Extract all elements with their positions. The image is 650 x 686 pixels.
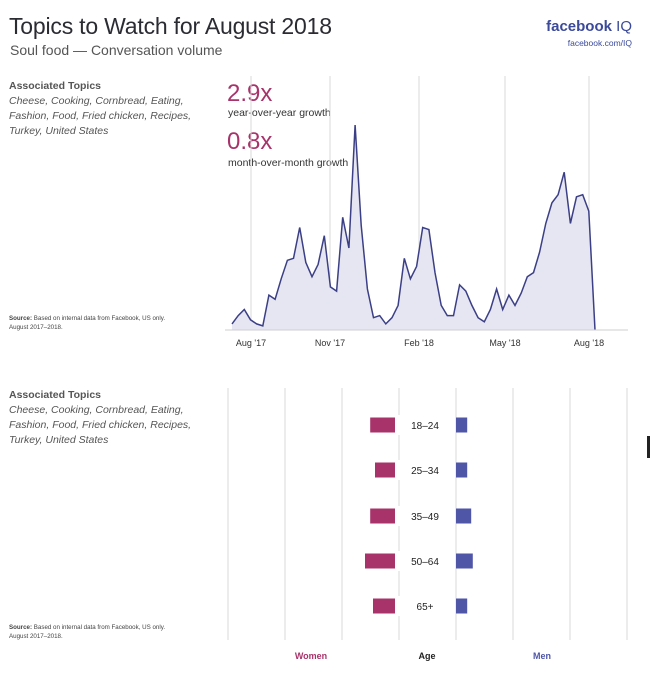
mom-growth-label: month-over-month growth (228, 157, 349, 169)
men-bar (456, 598, 468, 614)
x-tick-label: Feb '18 (404, 338, 434, 348)
page-subtitle: Soul food — Conversation volume (10, 42, 223, 58)
yoy-growth-value: 2.9x (227, 80, 273, 107)
age-label-bg (398, 506, 454, 526)
legend-women: Women (295, 651, 327, 661)
men-bar (456, 508, 472, 524)
bottom-source-note: Source: Based on internal data from Face… (9, 623, 179, 641)
brand-suffix: IQ (616, 18, 632, 35)
bottom-assoc-topics: Cheese, Cooking, Cornbread, Eating, Fash… (9, 404, 192, 446)
top-assoc-topics: Cheese, Cooking, Cornbread, Eating, Fash… (9, 95, 192, 137)
legend-age: Age (418, 651, 435, 661)
age-gender-chart: 18–24 25–34 35–49 50–64 65+ Women Age Men (227, 388, 628, 661)
top-source-label: Source: (9, 315, 33, 322)
age-label-bg (398, 415, 454, 435)
bottom-assoc-heading: Associated Topics (9, 389, 101, 401)
age-category-label: 25–34 (411, 466, 439, 477)
volume-line (231, 124, 596, 331)
x-tick-label: Nov '17 (315, 338, 345, 348)
brand-logo: facebook IQ (546, 18, 632, 35)
women-bar (375, 462, 395, 478)
women-bar (370, 508, 395, 524)
brand-name: facebook (546, 18, 612, 35)
volume-area (232, 125, 595, 330)
brand-url: facebook.com/IQ (567, 38, 632, 48)
page-title: Topics to Watch for August 2018 (9, 13, 332, 39)
mom-growth-value: 0.8x (227, 128, 273, 155)
women-bar (373, 598, 395, 614)
age-category-label: 35–49 (411, 512, 439, 523)
age-category-label: 18–24 (411, 421, 439, 432)
age-label-bg (398, 460, 454, 480)
age-category-label: 50–64 (411, 557, 439, 568)
x-tick-label: Aug '18 (574, 338, 604, 348)
age-category-label: 65+ (417, 602, 434, 613)
women-bar (365, 553, 395, 569)
age-label-bg (398, 596, 454, 616)
women-bar (370, 417, 395, 433)
age-label-bg (398, 551, 454, 571)
top-source-text: Based on internal data from Facebook, US… (9, 315, 166, 331)
x-tick-label: May '18 (489, 338, 520, 348)
top-assoc-heading: Associated Topics (9, 80, 101, 92)
edge-marker (647, 436, 650, 458)
bottom-source-label: Source: (9, 624, 33, 631)
men-bar (456, 417, 468, 433)
conversation-volume-chart: Aug '17 Nov '17 Feb '18 May '18 Aug '18 (225, 76, 628, 348)
men-bar (456, 462, 468, 478)
x-tick-label: Aug '17 (236, 338, 266, 348)
men-bar (456, 553, 473, 569)
top-source-note: Source: Based on internal data from Face… (9, 314, 179, 332)
legend-men: Men (533, 651, 551, 661)
bottom-source-text: Based on internal data from Facebook, US… (9, 624, 166, 640)
yoy-growth-label: year-over-year growth (228, 107, 331, 119)
